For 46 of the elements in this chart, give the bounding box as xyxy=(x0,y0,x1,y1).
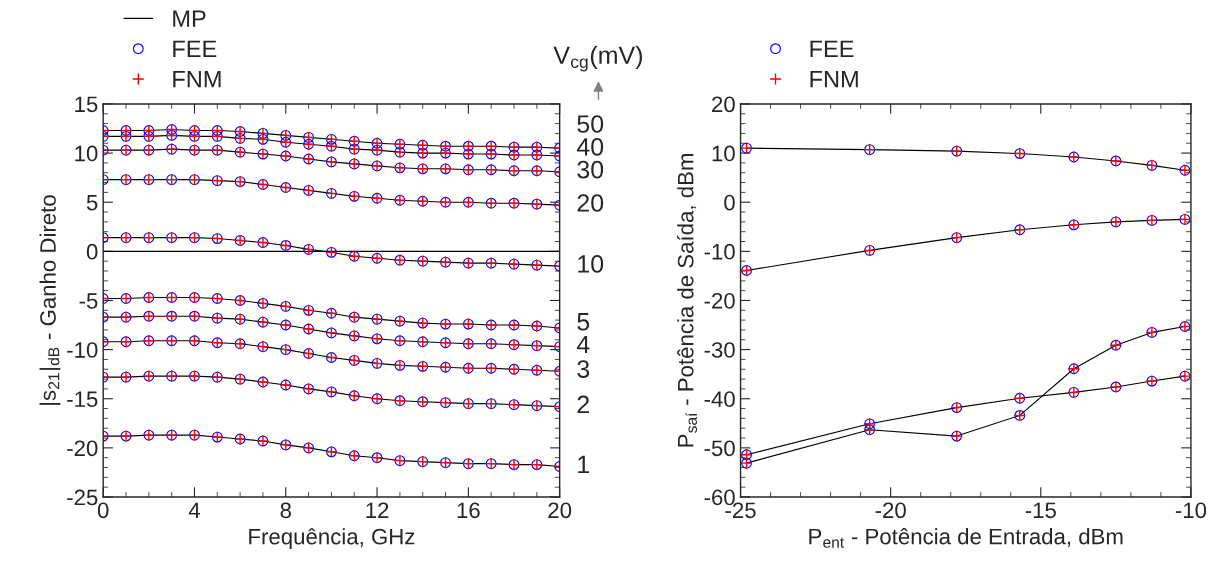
y-axis-title: P$_{saí}$ - Potência de Saída, dBm xyxy=(676,154,697,447)
y-axis-title: |s$_{21}$|$_{dB}$ - Ganho Direto xyxy=(39,195,61,405)
text: 4 xyxy=(576,335,590,354)
y-tick-label: -20 xyxy=(704,293,735,309)
text: 40 xyxy=(576,137,604,156)
y-tick-label: 10 xyxy=(75,145,98,162)
y-tick-label: 5 xyxy=(86,194,98,211)
legend-label: FEE xyxy=(173,40,217,57)
x-tick-label: 20 xyxy=(548,502,572,519)
text: 3 xyxy=(577,360,590,378)
y-tick-label: -40 xyxy=(704,391,735,408)
text: 1 xyxy=(578,455,589,473)
x-tick-label: -20 xyxy=(875,502,906,519)
x-tick-label: 0 xyxy=(97,502,109,519)
x-tick-label: 16 xyxy=(457,502,480,519)
x-tick-label: 12 xyxy=(366,502,389,518)
x-axis-title: Frequência, GHz xyxy=(249,528,415,549)
legend-label: MP xyxy=(173,10,206,27)
y-tick-label: -50 xyxy=(704,440,735,457)
text: V$_{cg}$(mV) xyxy=(553,45,642,72)
x-axis-title: P$_{ent}$ - Potência de Entrada, dBm xyxy=(809,528,1123,548)
x-tick-label: 8 xyxy=(280,502,291,519)
y-tick-label: -20 xyxy=(67,440,98,457)
legend-label: FNM xyxy=(173,71,221,88)
text: 2 xyxy=(577,395,589,414)
x-tick-label: -15 xyxy=(1025,502,1056,519)
text: 10 xyxy=(578,255,604,273)
text: 30 xyxy=(577,160,604,179)
x-tick-label: -10 xyxy=(1175,502,1207,519)
y-tick-label: -30 xyxy=(704,342,735,358)
text: 20 xyxy=(577,194,604,212)
y-tick-label: -10 xyxy=(67,342,98,358)
x-tick-label: 4 xyxy=(188,502,201,518)
y-tick-label: -25 xyxy=(67,489,98,506)
y-tick-label: -5 xyxy=(79,293,98,309)
y-tick-label: 20 xyxy=(712,96,735,113)
legend-label: FNM xyxy=(810,71,858,88)
y-tick-label: -10 xyxy=(704,243,735,260)
y-tick-label: 15 xyxy=(75,96,98,113)
text: 5 xyxy=(577,313,590,331)
y-tick-label: 0 xyxy=(86,243,98,260)
y-tick-label: 0 xyxy=(724,194,735,211)
y-tick-label: 10 xyxy=(712,145,735,162)
y-tick-label: -15 xyxy=(67,391,98,408)
legend-label: FEE xyxy=(810,40,854,57)
text: 50 xyxy=(577,115,604,133)
